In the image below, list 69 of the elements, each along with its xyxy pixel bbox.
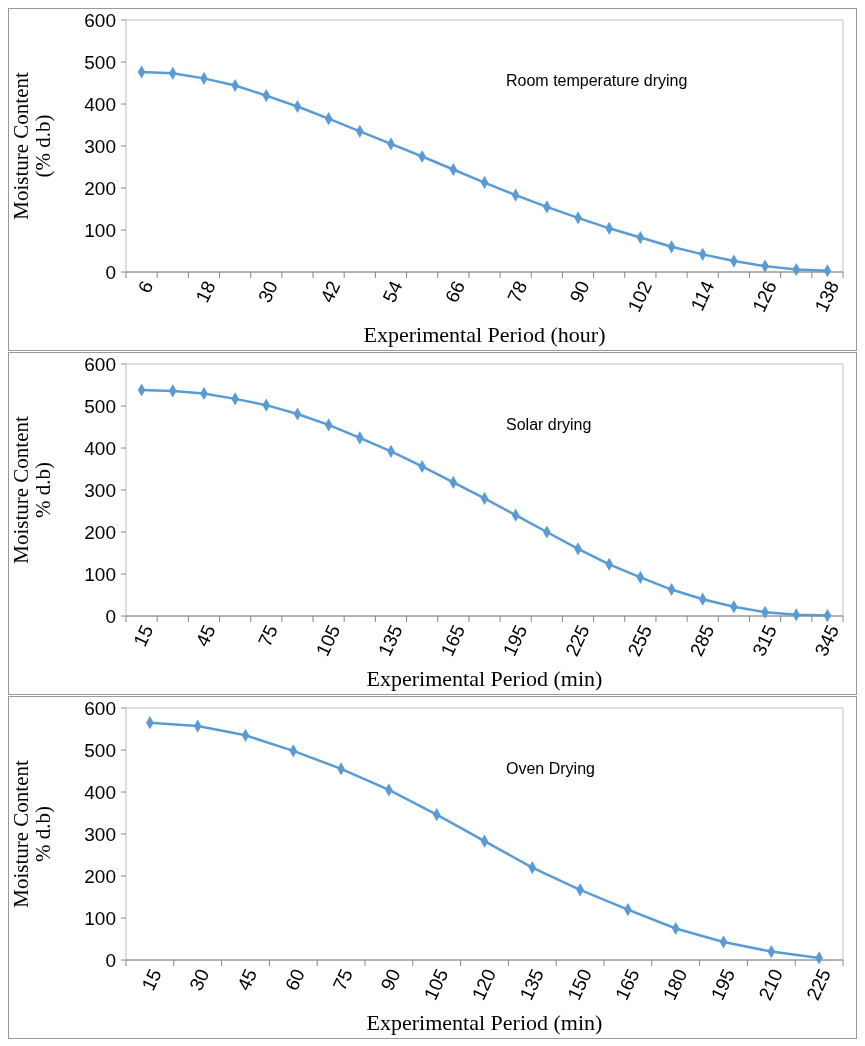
y-tick-label: 600 [84, 353, 116, 375]
x-tick-label: 195 [706, 965, 740, 1004]
y-tick-label: 400 [84, 437, 116, 459]
x-axis-title: Experimental Period (min) [366, 1010, 603, 1035]
x-tick-label: 60 [280, 965, 309, 994]
text: Room temperature drying [506, 71, 688, 89]
x-tick-label: 180 [658, 965, 692, 1004]
y-tick-label: 0 [105, 949, 116, 971]
y-tick-label: 200 [84, 177, 116, 199]
y-tick-label: 0 [105, 261, 116, 283]
x-tick-label: 225 [802, 965, 835, 1004]
y-tick-label: 500 [84, 395, 116, 417]
x-tick-label: 120 [467, 965, 501, 1004]
x-tick-label: 6 [133, 277, 158, 297]
x-tick-label: 138 [810, 277, 844, 316]
x-tick-label: 225 [561, 621, 594, 660]
x-axis-title: Experimental Period (min) [366, 666, 603, 691]
x-tick-label: 15 [137, 965, 166, 994]
x-tick-label: 315 [748, 621, 781, 660]
x-tick-label: 195 [498, 621, 532, 660]
x-tick-label: 78 [503, 277, 532, 306]
x-tick-label: 45 [191, 621, 220, 650]
y-axis-title: Moisture Content % d.b) [8, 760, 55, 908]
x-tick-label: 15 [129, 621, 158, 650]
x-tick-label: 255 [623, 621, 657, 660]
x-tick-label: 18 [191, 277, 220, 306]
x-tick-label: 66 [441, 277, 469, 306]
x-tick-label: 90 [565, 277, 594, 306]
x-tick-label: 30 [253, 277, 282, 306]
y-tick-label: 0 [105, 605, 116, 627]
y-tick-label: 600 [84, 697, 116, 719]
y-tick-label: 400 [84, 781, 116, 803]
x-tick-label: 114 [686, 277, 719, 314]
text: Solar drying [506, 415, 592, 433]
x-tick-label: 150 [563, 965, 596, 1004]
y-tick-label: 300 [84, 135, 116, 157]
x-tick-label: 105 [311, 621, 345, 660]
x-tick-label: 126 [748, 277, 781, 316]
x-tick-label: 30 [185, 965, 214, 994]
x-tick-label: 75 [253, 621, 282, 650]
x-tick-label: 42 [316, 277, 345, 306]
x-tick-label: 165 [436, 621, 469, 660]
x-tick-label: 90 [376, 965, 405, 994]
x-tick-label: 45 [233, 965, 262, 994]
y-axis-title: Moisture Content % d.b) [8, 416, 55, 564]
x-tick-label: 54 [378, 277, 407, 306]
y-tick-label: 400 [84, 93, 116, 115]
x-tick-label: 105 [419, 965, 453, 1004]
x-tick-label: 135 [374, 621, 407, 660]
x-tick-label: 285 [685, 621, 719, 660]
x-tick-label: 210 [754, 965, 787, 1004]
y-tick-label: 300 [84, 479, 116, 501]
y-tick-label: 100 [84, 563, 116, 585]
y-tick-label: 200 [84, 865, 116, 887]
y-tick-label: 600 [84, 9, 116, 31]
x-tick-label: 345 [810, 621, 844, 660]
y-tick-label: 500 [84, 51, 116, 73]
y-tick-label: 200 [84, 521, 116, 543]
y-axis-title: Moisture Content (% d.b) [8, 72, 55, 220]
x-tick-label: 102 [623, 277, 657, 316]
y-tick-label: 100 [84, 907, 116, 929]
x-tick-label: 75 [328, 965, 357, 994]
x-tick-label: 165 [611, 965, 644, 1004]
y-tick-label: 500 [84, 739, 116, 761]
text: Oven Drying [506, 759, 595, 777]
y-tick-label: 100 [84, 219, 116, 241]
y-tick-label: 300 [84, 823, 116, 845]
x-axis-title: Experimental Period (hour) [363, 322, 606, 347]
x-tick-label: 135 [515, 965, 548, 1004]
